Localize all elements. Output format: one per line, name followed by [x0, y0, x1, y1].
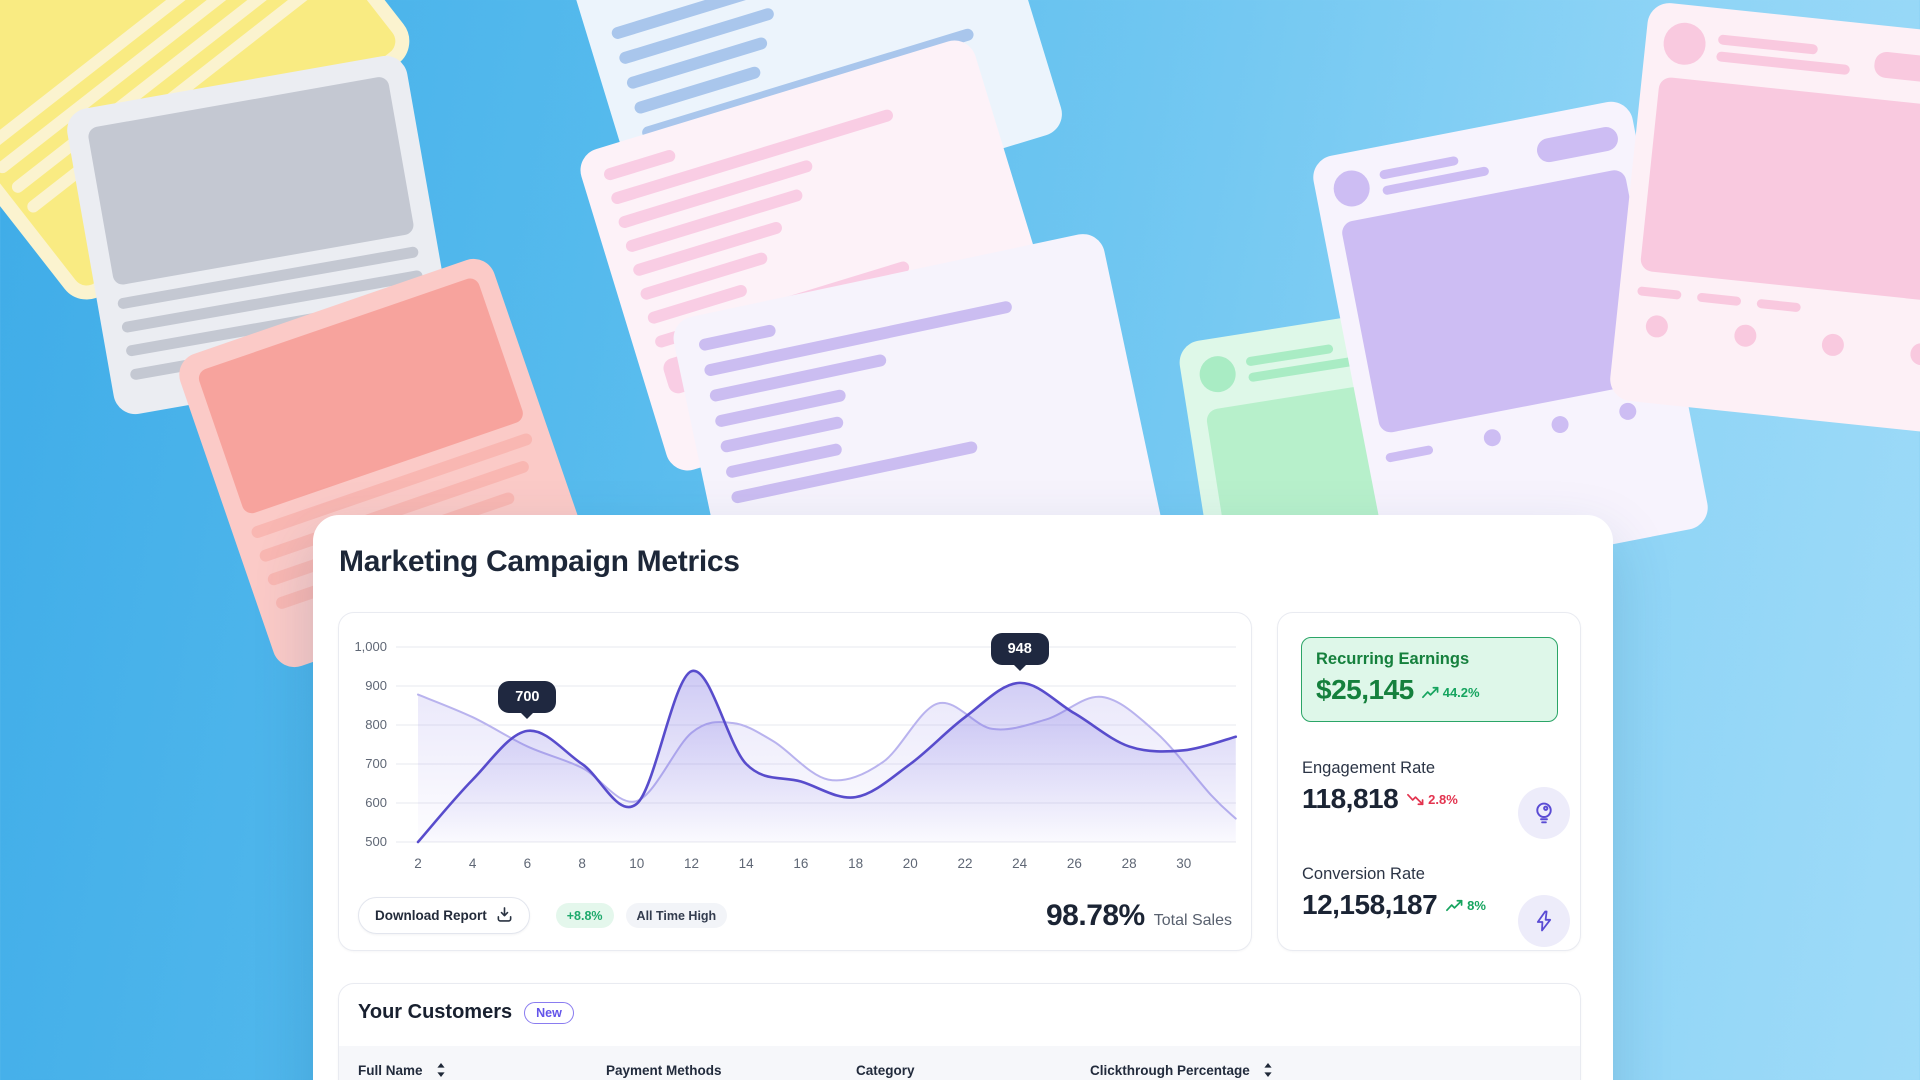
- decor-avatar: [1197, 353, 1239, 395]
- x-tick-label: 10: [629, 856, 645, 871]
- x-tick-label: 20: [902, 856, 918, 871]
- sort-icon[interactable]: [1262, 1062, 1274, 1078]
- lightbulb-icon: [1536, 802, 1552, 824]
- x-tick-label: 14: [738, 856, 754, 871]
- trend-up-icon: [1421, 686, 1439, 699]
- decor-card-pink-social: [1608, 0, 1920, 436]
- x-tick-label: 4: [468, 856, 477, 871]
- column-header-full-name[interactable]: Full Name: [358, 1046, 447, 1080]
- column-header-category[interactable]: Category: [856, 1062, 915, 1078]
- campaign-chart-panel: 1,000 900 800 700 600 500 2 4 6 8 10 12 14 16 18 20 22 2…: [338, 612, 1252, 951]
- recurring-earnings-card: Recurring Earnings $25,145 44.2%: [1301, 637, 1558, 722]
- y-tick-label: 700: [365, 756, 387, 771]
- x-tick-label: 16: [793, 856, 809, 871]
- x-tick-label: 18: [848, 856, 864, 871]
- x-tick-label: 24: [1012, 856, 1028, 871]
- download-report-label: Download Report: [375, 908, 487, 923]
- engagement-rate-change: 2.8%: [1407, 792, 1458, 807]
- chart-series: [416, 669, 1238, 844]
- conversion-rate-label: Conversion Rate: [1302, 865, 1425, 883]
- conversion-rate-value: 12,158,187: [1302, 889, 1438, 920]
- x-tick-label: 12: [683, 856, 700, 871]
- change-badge: +8.8%: [555, 903, 614, 928]
- new-badge: New: [524, 1001, 574, 1024]
- x-tick-label: 6: [523, 856, 532, 871]
- total-sales-label: Total Sales: [1153, 911, 1232, 929]
- x-tick-label: 8: [578, 856, 586, 871]
- total-sales-value: 98.78%: [1045, 898, 1145, 932]
- y-tick-label: 500: [365, 834, 387, 849]
- decor-avatar: [1661, 20, 1708, 67]
- x-tick-label: 28: [1121, 856, 1137, 871]
- download-icon: [496, 906, 513, 926]
- engagement-rate-row: 118,818 2.8%: [1302, 783, 1458, 815]
- conversion-rate-change: 8%: [1446, 898, 1486, 913]
- dashboard-card: Marketing Campaign Metrics 1,000 900 800 70…: [313, 515, 1613, 1080]
- recurring-earnings-change: 44.2%: [1421, 685, 1480, 700]
- stats-panel: Recurring Earnings $25,145 44.2% Engagem…: [1277, 612, 1581, 951]
- conversion-rate-row: 12,158,187 8%: [1302, 889, 1486, 921]
- page-title: Marketing Campaign Metrics: [339, 545, 740, 578]
- customers-table-header: Full Name Payment Methods Category Click…: [339, 1046, 1580, 1080]
- download-report-button[interactable]: Download Report: [358, 897, 530, 934]
- engagement-rate-value: 118,818: [1302, 783, 1399, 814]
- y-tick-label: 600: [365, 795, 387, 810]
- customers-title: Your Customers: [358, 1001, 513, 1023]
- engagement-rate-label: Engagement Rate: [1302, 759, 1436, 777]
- customers-panel: Your Customers New Full Name Payment Met…: [338, 983, 1581, 1080]
- customers-header: Your Customers New: [339, 984, 1580, 1041]
- x-tick-label: 2: [414, 856, 422, 871]
- trend-down-icon: [1407, 793, 1424, 805]
- conversion-icon-circle: [1518, 895, 1570, 947]
- decor-avatar: [1330, 167, 1373, 210]
- line-chart[interactable]: [339, 613, 1253, 952]
- sort-icon[interactable]: [435, 1062, 447, 1078]
- chart-tooltip: 700: [498, 680, 557, 713]
- chart-tooltip: 948: [990, 632, 1049, 665]
- engagement-icon-circle: [1518, 787, 1570, 839]
- column-header-clickthrough[interactable]: Clickthrough Percentage: [1090, 1046, 1274, 1080]
- total-sales: 98.78% Total Sales: [1046, 899, 1232, 933]
- trend-up-icon: [1446, 899, 1463, 911]
- chart-footer: Download Report +8.8% All Time High 98.7…: [339, 897, 1251, 934]
- x-tick-label: 30: [1176, 856, 1192, 871]
- recurring-earnings-value: $25,145: [1316, 674, 1414, 705]
- x-tick-label: 26: [1066, 856, 1082, 871]
- y-tick-label: 900: [365, 678, 387, 693]
- y-tick-label: 800: [365, 717, 387, 732]
- y-tick-label: 1,000: [354, 639, 387, 654]
- column-header-payment-methods[interactable]: Payment Methods: [606, 1062, 722, 1078]
- all-time-high-badge: All Time High: [625, 903, 728, 928]
- lightning-icon: [1536, 910, 1552, 932]
- recurring-earnings-label: Recurring Earnings: [1316, 650, 1470, 668]
- x-tick-label: 22: [957, 856, 973, 871]
